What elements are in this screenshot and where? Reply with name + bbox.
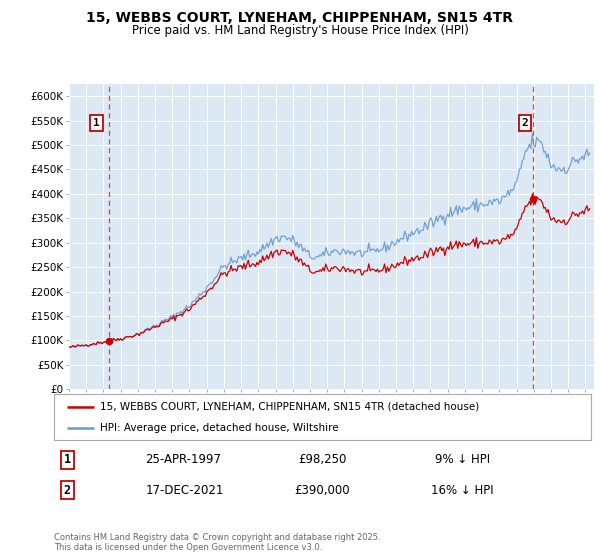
Text: This data is licensed under the Open Government Licence v3.0.: This data is licensed under the Open Gov… [54,543,322,552]
Text: 1: 1 [93,118,100,128]
Text: Price paid vs. HM Land Registry's House Price Index (HPI): Price paid vs. HM Land Registry's House … [131,24,469,36]
Text: 17-DEC-2021: 17-DEC-2021 [145,484,224,497]
Text: 2: 2 [64,484,71,497]
Point [104,337,114,346]
Text: HPI: Average price, detached house, Wiltshire: HPI: Average price, detached house, Wilt… [100,423,338,433]
Text: 9% ↓ HPI: 9% ↓ HPI [434,453,490,466]
Point [528,194,538,203]
Text: £390,000: £390,000 [295,484,350,497]
Text: Contains HM Land Registry data © Crown copyright and database right 2025.: Contains HM Land Registry data © Crown c… [54,533,380,542]
Text: 25-APR-1997: 25-APR-1997 [145,453,221,466]
Text: £98,250: £98,250 [298,453,347,466]
Text: 1: 1 [64,453,71,466]
Text: 15, WEBBS COURT, LYNEHAM, CHIPPENHAM, SN15 4TR (detached house): 15, WEBBS COURT, LYNEHAM, CHIPPENHAM, SN… [100,402,479,412]
Text: 16% ↓ HPI: 16% ↓ HPI [431,484,493,497]
Text: 15, WEBBS COURT, LYNEHAM, CHIPPENHAM, SN15 4TR: 15, WEBBS COURT, LYNEHAM, CHIPPENHAM, SN… [86,11,514,25]
Text: 2: 2 [522,118,529,128]
